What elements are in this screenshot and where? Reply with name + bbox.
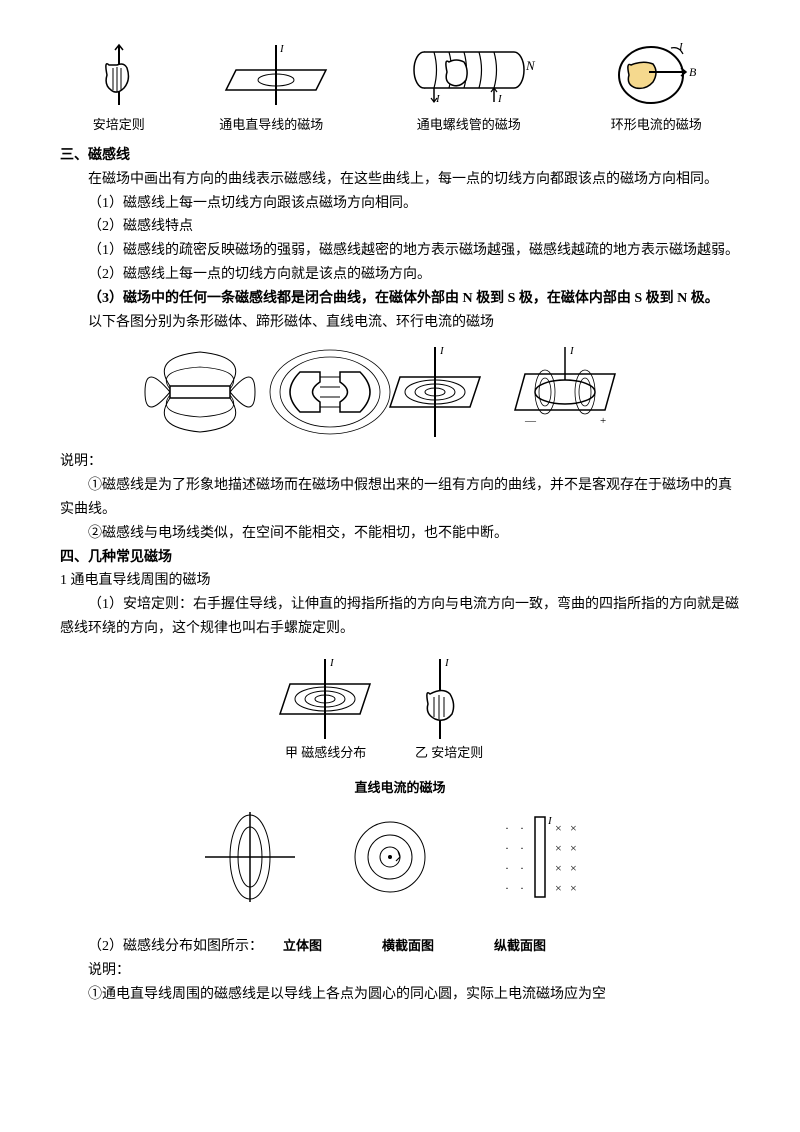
fig-ampere-rule: 安培定则 [89,40,149,136]
svg-text:×: × [570,821,577,835]
fig-straight-wire: I 通电直导线的磁场 [206,40,336,136]
svg-text:·: · [520,841,524,855]
svg-text:·: · [520,861,524,875]
fig-title-straight: 直线电流的磁场 [60,777,740,799]
svg-text:+: + [600,415,606,427]
svg-text:—: — [524,415,537,427]
svg-text:×: × [555,841,562,855]
four-field-diagrams: I I — + [60,342,740,442]
s3-e2: ②磁感线与电场线类似，在空间不能相交，不能相切，也不能中断。 [60,522,740,546]
section4-title: 四、几种常见磁场 [60,546,740,570]
svg-text:·: · [505,841,509,855]
fig-caption: 通电螺线管的磁场 [394,114,544,136]
s4-sub1: 1 通电直导线周围的磁场 [60,569,740,593]
svg-text:I: I [279,43,285,55]
view3-caption: 纵截面图 [494,935,546,957]
ampere-hand-icon [89,40,149,110]
s4-explain: 说明： [60,959,740,983]
svg-text:×: × [555,821,562,835]
straight-wire-icon: I [206,40,336,110]
s3-explain: 说明： [60,450,740,474]
s3-li5: （3）磁场中的任何一条磁感线都是闭合曲线，在磁体外部由 N 极到 S 极，在磁体… [60,287,740,311]
svg-text:I: I [329,657,335,669]
s3-li3: （1）磁感线的疏密反映磁场的强弱，磁感线越密的地方表示磁场越强，磁感线越疏的地方… [60,239,740,263]
svg-text:×: × [570,881,577,895]
svg-text:×: × [570,861,577,875]
svg-text:·: · [520,821,524,835]
svg-text:·: · [505,821,509,835]
top-figure-row: 安培定则 I 通电直导线的磁场 I I [60,40,740,136]
svg-text:I: I [497,93,503,105]
svg-text:I: I [569,345,575,357]
svg-text:×: × [555,861,562,875]
s3-e1: ①磁感线是为了形象地描述磁场而在磁场中假想出来的一组有方向的曲线，并不是客观存在… [60,474,740,522]
svg-text:×: × [570,841,577,855]
svg-text:·: · [520,881,524,895]
s3-li4: （2）磁感线上每一点的切线方向就是该点的磁场方向。 [60,263,740,287]
view2-caption: 横截面图 [382,935,434,957]
s3-li2: （2）磁感线特点 [60,215,740,239]
fig-caption: 安培定则 [89,114,149,136]
s4-e1: ①通电直导线周围的磁感线是以导线上各点为圆心的同心圆，实际上电流磁场应为空 [60,983,740,1007]
svg-text:B: B [689,65,697,79]
svg-text:·: · [505,881,509,895]
svg-text:×: × [555,881,562,895]
s4-p2: （2）磁感线分布如图所示： [60,935,263,959]
caption-jia: 甲 磁感线分布 [285,745,366,760]
svg-text:I: I [444,657,450,669]
three-views-icon: I · · · · · · · · × × × × × × × × [190,807,610,927]
jia-yi-figures: I I 甲 磁感线分布 乙 安培定则 [60,649,740,769]
s4-p1: （1）安培定则：右手握住导线，让伸直的拇指所指的方向与电流方向一致，弯曲的四指所… [60,593,740,641]
loop-current-icon: B I [601,40,711,110]
fig-caption: 通电直导线的磁场 [206,114,336,136]
view1-caption: 立体图 [283,935,322,957]
svg-text:I: I [435,93,441,105]
solenoid-icon: I I N [394,40,544,110]
svg-text:·: · [505,861,509,875]
section3-title: 三、磁感线 [60,144,740,168]
fig-solenoid: I I N 通电螺线管的磁场 [394,40,544,136]
fig-caption: 环形电流的磁场 [601,114,711,136]
svg-text:I: I [439,345,445,357]
caption-yi: 乙 安培定则 [415,745,483,760]
s3-li1: （1）磁感线上每一点切线方向跟该点磁场方向相同。 [60,192,740,216]
fig-loop-current: B I 环形电流的磁场 [601,40,711,136]
field-diagrams-icon: I I — + [140,342,660,442]
svg-text:I: I [547,815,553,827]
s3-p2: 以下各图分别为条形磁体、蹄形磁体、直线电流、环行电流的磁场 [60,311,740,335]
s3-p1: 在磁场中画出有方向的曲线表示磁感线，在这些曲线上，每一点的切线方向都跟该点的磁场… [60,168,740,192]
svg-text:N: N [525,58,536,73]
jia-yi-icon: I I 甲 磁感线分布 乙 安培定则 [260,649,540,769]
three-views: I · · · · · · · · × × × × × × × × [60,807,740,927]
